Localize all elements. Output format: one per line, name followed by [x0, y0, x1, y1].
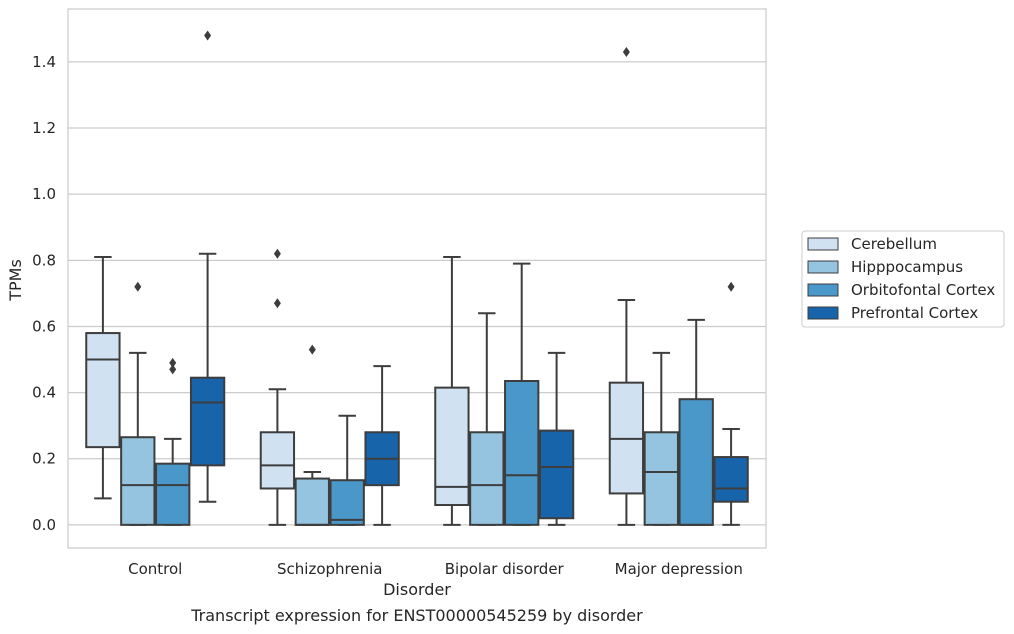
box-iqr	[678, 398, 714, 526]
outlier-point	[134, 281, 142, 292]
box-iqr	[434, 386, 470, 507]
box-cerebellum	[259, 248, 296, 526]
box-iqr	[85, 332, 121, 449]
x-tick-label: Major depression	[615, 560, 743, 578]
plot-frame	[67, 8, 767, 549]
box-prefrontal-cortex	[713, 281, 749, 526]
outlier-point	[169, 357, 177, 368]
x-tick-label: Schizophrenia	[277, 560, 382, 578]
y-tick-label: 0.4	[32, 384, 56, 402]
y-tick-label: 0.2	[32, 450, 56, 468]
legend-label: Hipppocampus	[851, 258, 963, 276]
legend-label: Cerebellum	[851, 235, 937, 253]
y-axis-ticks: 0.0 0.2 0.4 0.6 0.8 1.0 1.2 1.4	[32, 53, 56, 534]
y-axis-label: TPMs	[6, 259, 25, 302]
box-orbitofontal-cortex	[329, 414, 365, 526]
box-cerebellum	[85, 256, 121, 500]
y-tick-label: 0.0	[32, 516, 56, 534]
box-prefrontal-cortex	[538, 351, 575, 526]
legend-label: Prefrontal Cortex	[851, 304, 978, 322]
x-axis-label: Disorder	[383, 580, 451, 599]
box-orbitofontal-cortex	[155, 357, 191, 526]
outlier-point	[273, 248, 281, 259]
box-iqr	[713, 456, 749, 503]
box-iqr	[469, 431, 505, 526]
x-axis-ticks: Control Schizophrenia Bipolar disorder Majo…	[128, 560, 743, 578]
box-iqr	[329, 479, 365, 526]
outlier-point	[204, 30, 212, 41]
y-tick-label: 0.6	[32, 317, 56, 335]
box-orbitofontal-cortex	[678, 318, 714, 526]
legend-swatch	[807, 306, 839, 320]
box-iqr	[294, 477, 330, 526]
outlier-point	[727, 281, 735, 292]
box-hipppocampus	[294, 344, 330, 526]
legend-label: Orbitofontal Cortex	[851, 281, 995, 299]
y-tick-label: 1.4	[32, 53, 56, 71]
box-iqr	[643, 431, 679, 526]
box-iqr	[259, 431, 296, 490]
legend: Cerebellum Hipppocampus Orbitofontal Corte…	[801, 230, 1005, 328]
outlier-point	[169, 364, 177, 375]
x-tick-label: Bipolar disorder	[445, 560, 565, 578]
figure-caption: Transcript expression for ENST0000054525…	[191, 606, 643, 625]
outlier-point	[308, 344, 316, 355]
box-iqr	[504, 380, 540, 526]
legend-swatch	[807, 260, 839, 274]
box-hipppocampus	[469, 312, 505, 526]
box-iqr	[189, 376, 226, 467]
x-tick-label: Control	[128, 560, 182, 578]
box-plot-series	[85, 30, 749, 526]
legend-swatch	[807, 283, 839, 297]
outlier-point	[273, 298, 281, 309]
box-cerebellum	[434, 256, 470, 526]
box-cerebellum	[608, 46, 645, 526]
legend-frame	[801, 230, 1005, 328]
y-tick-label: 1.0	[32, 185, 56, 203]
box-iqr	[538, 429, 575, 520]
box-hipppocampus	[120, 281, 156, 526]
legend-swatch	[807, 237, 839, 251]
box-orbitofontal-cortex	[504, 262, 540, 526]
box-iqr	[120, 436, 156, 526]
box-prefrontal-cortex	[189, 30, 226, 503]
box-hipppocampus	[643, 351, 679, 526]
y-tick-label: 0.8	[32, 251, 56, 269]
box-iqr	[155, 462, 191, 526]
box-prefrontal-cortex	[364, 365, 400, 526]
gridlines	[68, 61, 766, 526]
outlier-point	[622, 46, 630, 57]
y-tick-label: 1.2	[32, 119, 56, 137]
